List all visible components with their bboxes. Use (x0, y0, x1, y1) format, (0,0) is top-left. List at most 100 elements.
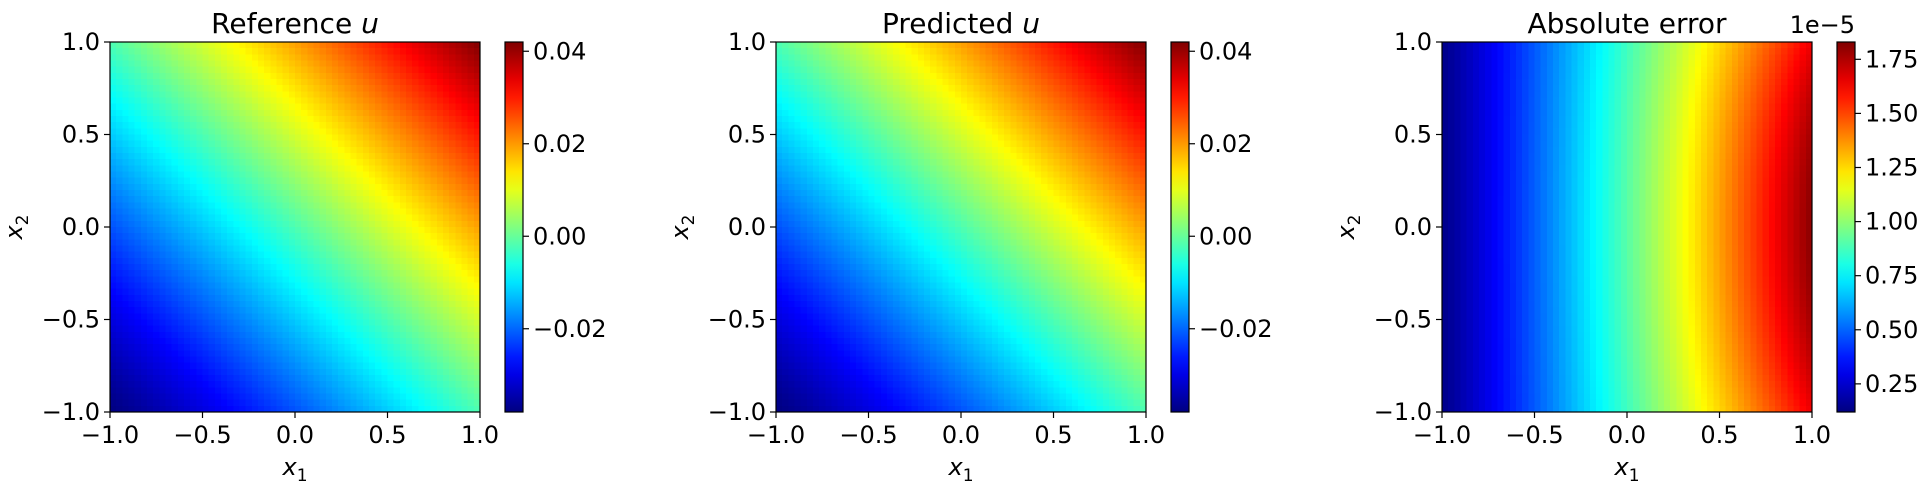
heatmap-cell (165, 60, 173, 68)
heatmap-cell (202, 319, 210, 327)
heatmap-cell (449, 72, 456, 80)
heatmap-cell (196, 350, 204, 358)
heatmap-cell (455, 214, 463, 222)
heatmap-cell (887, 159, 894, 166)
heatmap-cell (1010, 134, 1018, 142)
heatmap-cell (924, 42, 931, 49)
heatmap-cell (301, 338, 308, 345)
heatmap-cell (159, 387, 167, 395)
heatmap-cell (338, 245, 345, 253)
heatmap-cell (208, 375, 216, 382)
heatmap-cell (794, 54, 802, 62)
heatmap-cell (356, 344, 364, 351)
heatmap-cell (406, 116, 413, 123)
heatmap-cell (122, 140, 130, 148)
heatmap-cell (375, 146, 382, 154)
heatmap-cell (436, 387, 444, 395)
heatmap-cell (165, 128, 173, 136)
heatmap-cell (1022, 146, 1030, 154)
heatmap-cell (128, 257, 136, 265)
heatmap-cell (288, 208, 296, 216)
heatmap-cell (258, 97, 265, 105)
heatmap-cell (806, 128, 814, 136)
heatmap-cell (862, 122, 870, 129)
heatmap-cell (332, 97, 339, 105)
heatmap-cell (140, 325, 148, 333)
heatmap-cell (313, 54, 321, 62)
heatmap-cell (948, 140, 956, 148)
heatmap-cell (122, 177, 130, 185)
heatmap-cell (350, 220, 358, 228)
heatmap-cell (449, 196, 456, 203)
heatmap-cell (288, 319, 296, 327)
heatmap-cell (381, 165, 389, 173)
heatmap-cell (264, 276, 271, 284)
heatmap-cell (1115, 153, 1122, 160)
heatmap-cell (1078, 122, 1085, 129)
heatmap-cell (264, 399, 271, 407)
heatmap-cell (184, 91, 191, 99)
heatmap-cell (424, 177, 432, 185)
heatmap-cell (412, 399, 419, 407)
heatmap-cell (1072, 140, 1079, 148)
heatmap-cell (1028, 140, 1036, 148)
heatmap-cell (171, 60, 179, 68)
heatmap-cell (122, 257, 130, 265)
heatmap-cell (171, 381, 179, 388)
heatmap-cell (868, 140, 876, 148)
heatmap-cell (362, 282, 370, 290)
heatmap-cell (325, 177, 333, 185)
heatmap-cell (338, 72, 345, 80)
heatmap-cell (319, 214, 327, 222)
heatmap-cell (473, 288, 481, 296)
heatmap-cell (245, 257, 253, 265)
heatmap-cell (455, 60, 463, 68)
heatmap-cell (399, 325, 407, 333)
heatmap-cell (190, 233, 197, 240)
heatmap-cell (319, 301, 327, 308)
heatmap-cell (1028, 134, 1036, 142)
heatmap-cell (147, 103, 154, 111)
heatmap-cell (1084, 165, 1092, 173)
heatmap-cell (850, 48, 857, 55)
heatmap-cell (880, 72, 888, 80)
heatmap-cell (153, 85, 160, 92)
heatmap-cell (251, 387, 259, 395)
heatmap-cell (979, 91, 987, 99)
heatmap-cell (344, 276, 352, 284)
heatmap-cell (954, 159, 962, 166)
heatmap-cell (227, 375, 234, 382)
heatmap-cell (276, 338, 284, 345)
heatmap-cell (800, 72, 808, 80)
heatmap-cell (424, 325, 432, 333)
heatmap-cell (985, 140, 993, 148)
heatmap-cell (196, 177, 204, 185)
heatmap-cell (319, 405, 327, 413)
heatmap-cell (436, 307, 444, 314)
heatmap-cell (1139, 153, 1147, 160)
heatmap-cell (325, 344, 333, 351)
heatmap-cell (430, 257, 438, 265)
heatmap-cell (140, 122, 148, 129)
heatmap-cell (794, 103, 802, 111)
heatmap-cell (177, 48, 185, 55)
heatmap-cell (1084, 48, 1092, 55)
heatmap-cell (917, 103, 925, 111)
heatmap-cell (350, 239, 358, 247)
heatmap-cell (424, 97, 432, 105)
heatmap-cell (338, 42, 345, 49)
heatmap-cell (258, 338, 265, 345)
heatmap-cell (270, 54, 278, 62)
heatmap-cell (356, 48, 364, 55)
heatmap-cell (880, 79, 888, 86)
heatmap-cell (1022, 79, 1030, 86)
heatmap-cell (1121, 159, 1129, 166)
heatmap-cell (282, 42, 290, 49)
heatmap-cell (140, 276, 148, 284)
heatmap-cell (893, 42, 900, 49)
heatmap-cell (436, 122, 444, 129)
heatmap-cell (393, 165, 401, 173)
heatmap-cell (455, 239, 463, 247)
heatmap-cell (184, 208, 191, 216)
heatmap-cell (313, 307, 321, 314)
